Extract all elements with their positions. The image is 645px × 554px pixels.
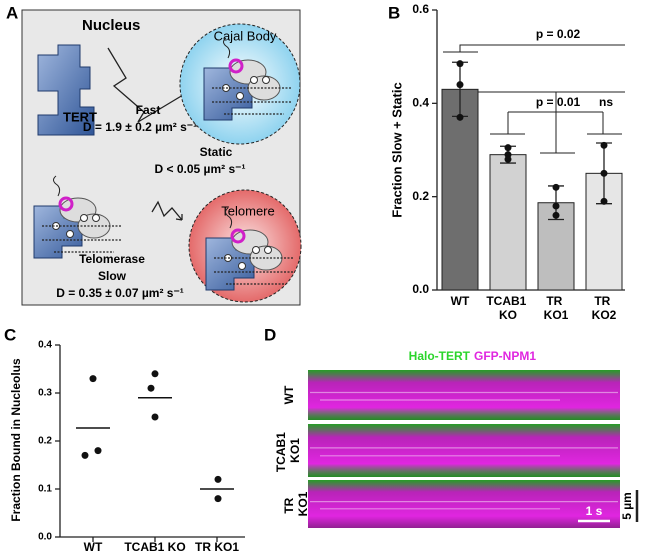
data-point — [600, 169, 608, 177]
channel-label: Halo-TERT — [409, 349, 471, 363]
bracket — [460, 91, 625, 154]
row-label: TCAB1 KO1 — [274, 429, 302, 472]
data-point — [94, 447, 102, 455]
y-tick-label: 0.4 — [412, 96, 429, 110]
data-point — [552, 183, 560, 191]
data-point — [600, 141, 608, 149]
diffusion-path — [107, 47, 189, 123]
annotation: p = 0.01 — [536, 95, 581, 109]
diffusion-path — [151, 200, 183, 221]
bar — [441, 88, 479, 291]
x-tick-label: TCAB1 KO — [486, 294, 529, 322]
bracket — [443, 44, 625, 53]
x-tick-label: TR KO1 — [544, 294, 569, 322]
data-point — [600, 197, 608, 205]
kymograph — [308, 424, 620, 477]
x-tick-label: TR KO2 — [592, 294, 617, 322]
bar — [537, 202, 575, 291]
data-point — [552, 202, 560, 210]
label: Telomere — [221, 203, 274, 218]
data-point — [504, 144, 512, 152]
data-point — [89, 375, 97, 383]
channel-label: GFP-NPM1 — [474, 349, 536, 363]
panel-label: B — [388, 3, 400, 22]
data-point — [456, 113, 464, 121]
y-tick-label: 0.0 — [38, 532, 52, 543]
scale-label: 1 s — [586, 504, 603, 518]
data-point — [552, 211, 560, 219]
x-tick-label: WT — [84, 540, 103, 554]
label: Fast — [136, 103, 161, 117]
y-tick-label: 0.1 — [38, 484, 52, 495]
y-axis-title: Fraction Slow + Static — [389, 82, 404, 217]
x-tick-label: WT — [451, 294, 470, 308]
data-point — [214, 475, 222, 483]
label: Nucleus — [82, 17, 140, 34]
label: TERT — [63, 109, 97, 124]
y-tick-label: 0.2 — [412, 189, 429, 203]
data-point — [456, 81, 464, 89]
x-tick-label: TR KO1 — [195, 540, 239, 554]
tert-shape — [37, 44, 95, 136]
kymograph-trace — [310, 501, 618, 510]
y-tick-label: 0.0 — [412, 282, 429, 296]
kymograph — [308, 480, 620, 528]
x-tick-label: TCAB1 KO — [124, 540, 185, 554]
annotation: ns — [599, 95, 613, 109]
data-point — [151, 413, 159, 421]
y-axis-title: Fraction Bound in Nucleolus — [9, 358, 23, 522]
row-label: WT — [282, 385, 296, 404]
y-tick-label: 0.4 — [38, 340, 52, 351]
annotation: p = 0.02 — [536, 27, 581, 41]
data-point — [504, 155, 512, 163]
y-tick-label: 0.3 — [38, 388, 52, 399]
kymograph-trace — [310, 391, 618, 401]
panel-label: D — [264, 325, 276, 344]
scale-label: 5 µm — [620, 492, 634, 520]
bar — [489, 154, 527, 291]
label: D = 1.9 ± 0.2 µm² s⁻¹ — [83, 120, 197, 134]
label: Cajal Body — [214, 28, 277, 43]
label: D = 0.35 ± 0.07 µm² s⁻¹ — [56, 286, 184, 300]
panel-label: C — [4, 325, 16, 344]
label: Slow — [98, 269, 127, 283]
data-point — [214, 495, 222, 503]
kymograph — [308, 370, 620, 420]
y-tick-label: 0.2 — [38, 436, 52, 447]
arrow-head — [175, 214, 183, 221]
label: Telomerase — [79, 252, 145, 266]
data-point — [147, 384, 155, 392]
data-point — [151, 370, 159, 378]
y-tick-label: 0.6 — [412, 2, 429, 16]
label: Static — [200, 145, 233, 159]
data-point — [456, 60, 464, 68]
panel-label: A — [6, 3, 18, 22]
label: D < 0.05 µm² s⁻¹ — [155, 162, 246, 176]
data-point — [81, 451, 89, 459]
kymograph-trace — [310, 447, 618, 457]
row-label: TR KO1 — [282, 491, 310, 516]
